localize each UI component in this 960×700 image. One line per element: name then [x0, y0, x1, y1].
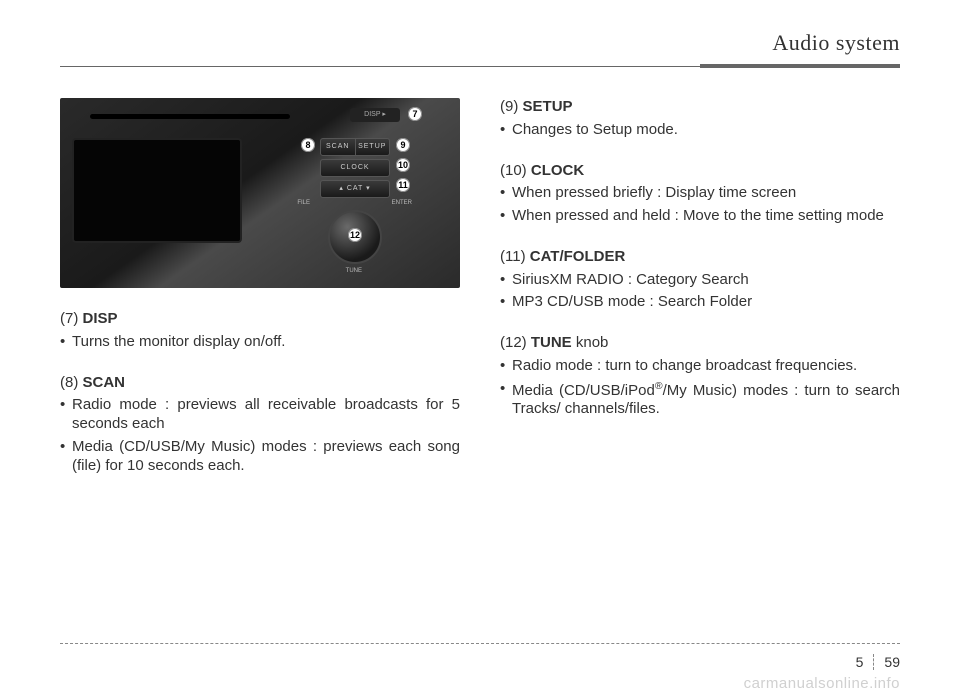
tune-label: TUNE [346, 268, 362, 276]
item-10-title: (10) CLOCK [500, 162, 900, 181]
content-columns: DISP ▸ 7 SCANSETUP CLOCK ▴ CAT ▾ 8 9 10 … [60, 98, 900, 497]
chapter-num: 5 [856, 654, 864, 670]
list-item: When pressed and held : Move to the time… [500, 207, 900, 226]
item-8-title: (8) SCAN [60, 374, 460, 393]
list-item: Turns the monitor display on/off. [60, 333, 460, 352]
scan-setup-button-graphic: SCANSETUP [320, 138, 390, 156]
list-item: SiriusXM RADIO : Category Search [500, 271, 900, 290]
list-item: MP3 CD/USB mode : Search Folder [500, 293, 900, 312]
button-stack: SCANSETUP CLOCK ▴ CAT ▾ [320, 138, 390, 201]
list-item: Media (CD/USB/iPod®/My Music) modes : tu… [500, 380, 900, 420]
clock-button-graphic: CLOCK [320, 159, 390, 177]
list-item: Radio mode : previews all receivable bro… [60, 396, 460, 434]
item-10-bullets: When pressed briefly : Display time scre… [500, 184, 900, 226]
page-header: Audio system [60, 30, 900, 62]
callout-10: 10 [396, 158, 410, 172]
callout-11: 11 [396, 178, 410, 192]
item-11-bullets: SiriusXM RADIO : Category Search MP3 CD/… [500, 271, 900, 313]
cat-folder-button-graphic: ▴ CAT ▾ [320, 180, 390, 198]
item-8-bullets: Radio mode : previews all receivable bro… [60, 396, 460, 475]
callout-12: 12 [348, 228, 362, 242]
header-rule [60, 64, 900, 68]
callout-8: 8 [301, 138, 315, 152]
enter-label: ENTER [392, 200, 412, 208]
radio-photo: DISP ▸ 7 SCANSETUP CLOCK ▴ CAT ▾ 8 9 10 … [60, 98, 460, 288]
item-11-title: (11) CAT/FOLDER [500, 248, 900, 267]
list-item: When pressed briefly : Display time scre… [500, 184, 900, 203]
page-divider [873, 654, 874, 670]
list-item: Media (CD/USB/My Music) modes : previews… [60, 438, 460, 476]
file-label: FILE [297, 200, 310, 208]
display-screen-graphic [72, 138, 242, 243]
item-7-title: (7) DISP [60, 310, 460, 329]
callout-9: 9 [396, 138, 410, 152]
item-12-title: (12) TUNE knob [500, 334, 900, 353]
cd-slot [90, 114, 290, 119]
footer-rule [60, 643, 900, 644]
item-9-bullets: Changes to Setup mode. [500, 121, 900, 140]
page-num: 59 [884, 654, 900, 670]
list-item: Changes to Setup mode. [500, 121, 900, 140]
disp-button-graphic: DISP ▸ [350, 108, 400, 122]
item-9-title: (9) SETUP [500, 98, 900, 117]
callout-7: 7 [408, 107, 422, 121]
watermark: carmanualsonline.info [744, 675, 900, 692]
list-item: Radio mode : turn to change broadcast fr… [500, 357, 900, 376]
right-column: (9) SETUP Changes to Setup mode. (10) CL… [500, 98, 900, 497]
page-number: 5 59 [856, 654, 900, 670]
item-12-bullets: Radio mode : turn to change broadcast fr… [500, 357, 900, 419]
item-7-bullets: Turns the monitor display on/off. [60, 333, 460, 352]
section-heading: Audio system [772, 30, 900, 56]
manual-page: Audio system DISP ▸ 7 SCANSETUP CLOCK ▴ … [0, 0, 960, 700]
left-column: DISP ▸ 7 SCANSETUP CLOCK ▴ CAT ▾ 8 9 10 … [60, 98, 460, 497]
